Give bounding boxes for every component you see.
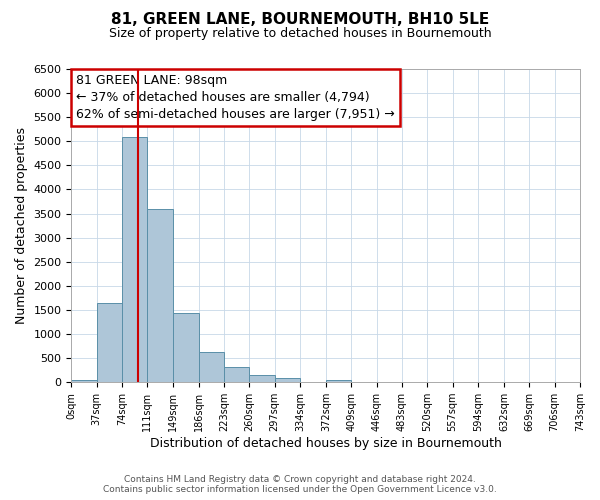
Bar — [71, 380, 97, 382]
Text: 81 GREEN LANE: 98sqm
← 37% of detached houses are smaller (4,794)
62% of semi-de: 81 GREEN LANE: 98sqm ← 37% of detached h… — [76, 74, 395, 120]
Bar — [275, 378, 300, 382]
Bar — [199, 352, 224, 382]
Bar — [224, 368, 250, 382]
Text: Size of property relative to detached houses in Bournemouth: Size of property relative to detached ho… — [109, 28, 491, 40]
Text: 81, GREEN LANE, BOURNEMOUTH, BH10 5LE: 81, GREEN LANE, BOURNEMOUTH, BH10 5LE — [111, 12, 489, 28]
Y-axis label: Number of detached properties: Number of detached properties — [15, 127, 28, 324]
Bar — [148, 208, 173, 382]
Bar — [97, 302, 122, 382]
X-axis label: Distribution of detached houses by size in Bournemouth: Distribution of detached houses by size … — [150, 437, 502, 450]
Bar — [122, 138, 148, 382]
Bar — [326, 380, 352, 382]
Text: Contains HM Land Registry data © Crown copyright and database right 2024.
Contai: Contains HM Land Registry data © Crown c… — [103, 474, 497, 494]
Bar — [250, 375, 275, 382]
Bar — [173, 314, 199, 382]
